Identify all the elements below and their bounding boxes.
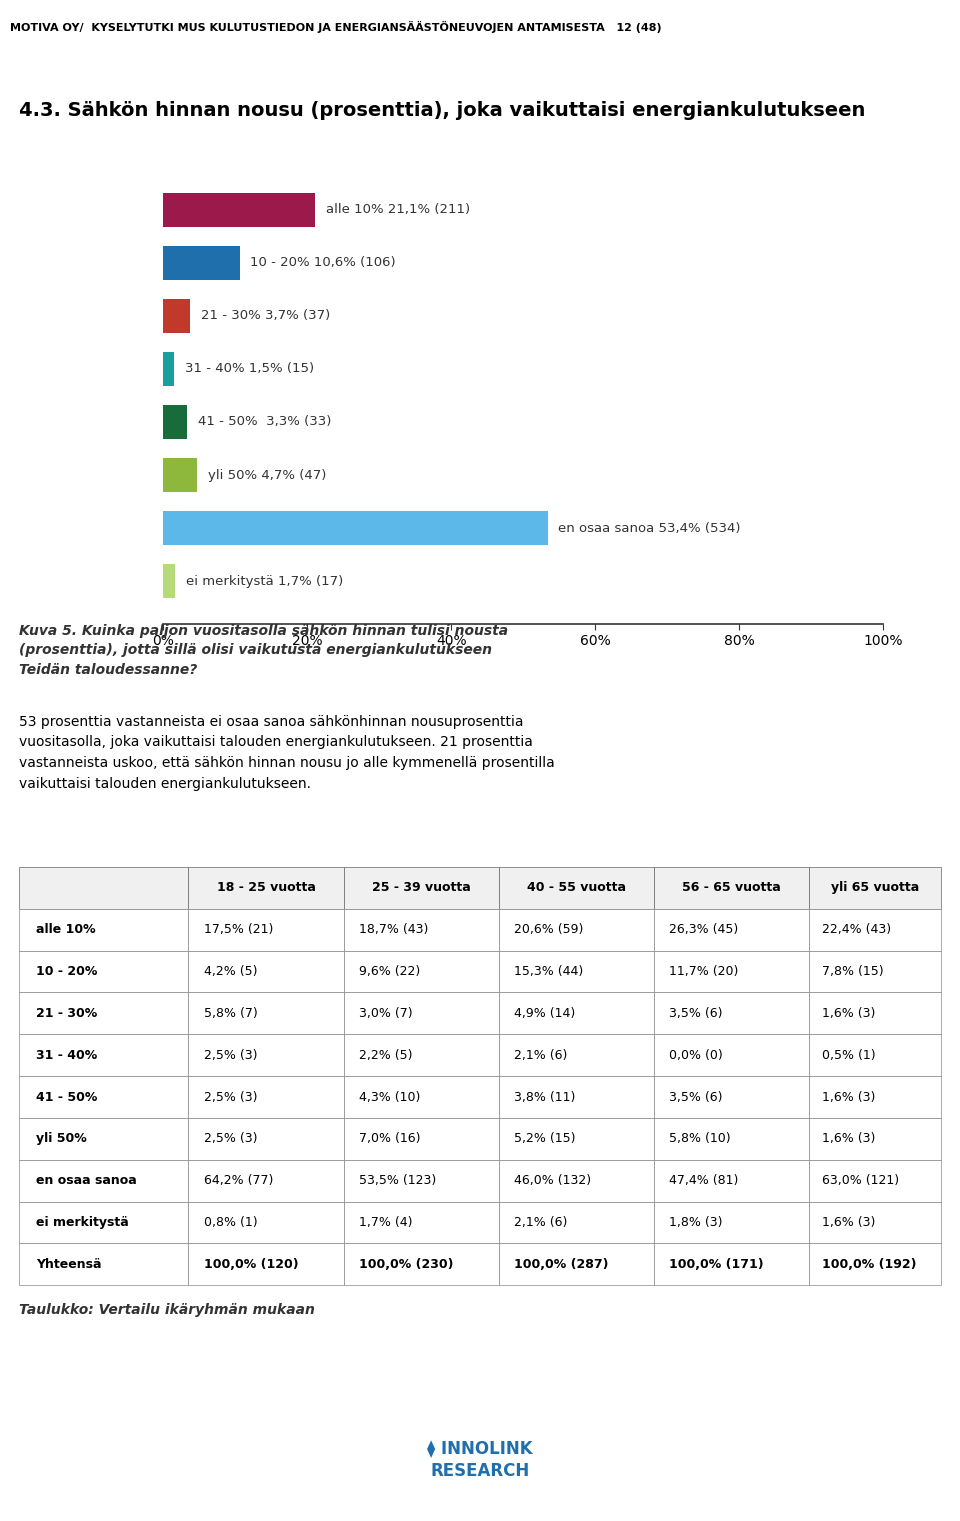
Text: ⧫ INNOLINK
RESEARCH: ⧫ INNOLINK RESEARCH [427,1440,533,1480]
Text: 53 prosenttia vastanneista ei osaa sanoa sähkönhinnan nousuprosenttia
vuositasol: 53 prosenttia vastanneista ei osaa sanoa… [19,715,555,791]
Bar [163,351,174,386]
Bar [163,245,240,280]
Bar [163,511,547,546]
Text: 41 - 50%  3,3% (33): 41 - 50% 3,3% (33) [198,415,331,429]
Text: 31 - 40% 1,5% (15): 31 - 40% 1,5% (15) [184,362,314,376]
Text: 4.3. Sähkön hinnan nousu (prosenttia), joka vaikuttaisi energiankulutukseen: 4.3. Sähkön hinnan nousu (prosenttia), j… [19,100,866,120]
Bar [163,405,187,440]
Text: 10 - 20% 10,6% (106): 10 - 20% 10,6% (106) [251,257,396,269]
Text: en osaa sanoa 53,4% (534): en osaa sanoa 53,4% (534) [559,522,741,534]
Bar [163,298,190,333]
Bar [163,193,315,227]
Text: 21 - 30% 3,7% (37): 21 - 30% 3,7% (37) [201,309,330,322]
Text: MOTIVA OY/  KYSELYTUTKI MUS KULUTUSTIEDON JA ENERGIANSÄÄSTÖNEUVOJEN ANTAMISESTA : MOTIVA OY/ KYSELYTUTKI MUS KULUTUSTIEDON… [10,21,661,33]
Text: yli 50% 4,7% (47): yli 50% 4,7% (47) [208,468,326,482]
Text: Kuva 5. Kuinka paljon vuositasolla sähkön hinnan tulisi nousta
(prosenttia), jot: Kuva 5. Kuinka paljon vuositasolla sähkö… [19,624,509,677]
Text: alle 10% 21,1% (211): alle 10% 21,1% (211) [326,204,470,216]
Bar [163,564,176,598]
Text: Taulukko: Vertailu ikäryhmän mukaan: Taulukko: Vertailu ikäryhmän mukaan [19,1302,315,1317]
Text: ei merkitystä 1,7% (17): ei merkitystä 1,7% (17) [186,575,344,587]
Bar [163,458,197,493]
